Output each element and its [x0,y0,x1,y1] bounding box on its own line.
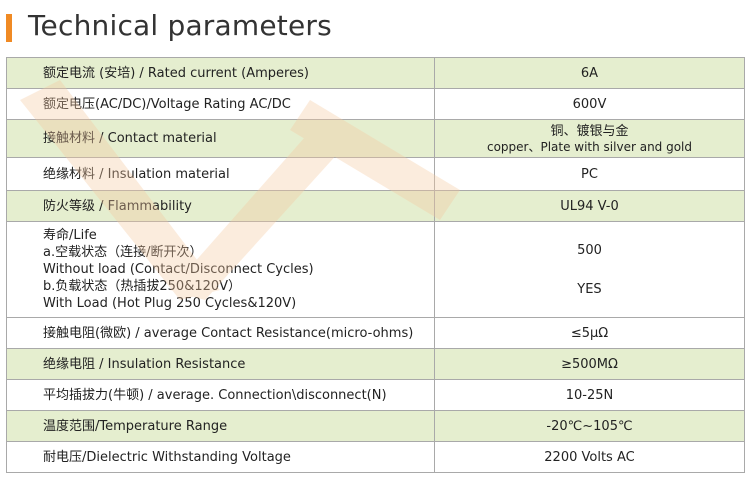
value-line: 铜、镀银与金 [550,124,629,139]
table-row: 额定电流 (安培) / Rated current (Amperes) 6A [6,57,745,89]
parameters-table: 额定电流 (安培) / Rated current (Amperes) 6A 额… [6,57,745,473]
param-name: 防火等级 / Flammability [6,190,435,222]
table-row: 平均插拔力(牛顿) / average. Connection\disconne… [6,379,745,411]
param-name: 寿命/Life a.空载状态（连接/断开次） Without load (Con… [6,221,435,318]
table-row: 绝缘材料 / Insulation material PC [6,157,745,191]
life-line: b.负载状态（热插拔250&120V） [43,279,242,294]
param-name: 绝缘电阻 / Insulation Resistance [6,348,435,380]
value-subline: copper、Plate with silver and gold [486,140,693,154]
param-value: 600V [434,88,745,120]
life-line: 寿命/Life [43,228,97,243]
param-value: ≤5μΩ [434,317,745,349]
table-row: 耐电压/Dielectric Withstanding Voltage 2200… [6,441,745,473]
table-row: 绝缘电阻 / Insulation Resistance ≥500MΩ [6,348,745,380]
param-value: -20℃~105℃ [434,410,745,442]
param-value: PC [434,157,745,191]
param-name: 绝缘材料 / Insulation material [6,157,435,191]
page-title: Technical parameters [28,9,332,42]
table-row: 额定电压(AC/DC)/Voltage Rating AC/DC 600V [6,88,745,120]
table-row: 防火等级 / Flammability UL94 V-0 [6,190,745,222]
param-value: UL94 V-0 [434,190,745,222]
param-value: 6A [434,57,745,89]
param-name: 接触电阻(微欧) / average Contact Resistance(mi… [6,317,435,349]
param-name: 额定电流 (安培) / Rated current (Amperes) [6,57,435,89]
param-name: 额定电压(AC/DC)/Voltage Rating AC/DC [6,88,435,120]
param-value: 500 YES [434,221,745,318]
life-line: With Load (Hot Plug 250 Cycles&120V) [43,296,297,311]
param-value: ≥500MΩ [434,348,745,380]
value-line: 500 [577,242,602,258]
life-line: a.空载状态（连接/断开次） [43,245,203,260]
section-header: Technical parameters [0,0,750,54]
param-value: 2200 Volts AC [434,441,745,473]
table-row: 接触材料 / Contact material 铜、镀银与金 copper、Pl… [6,119,745,158]
param-value: 10-25N [434,379,745,411]
param-name: 耐电压/Dielectric Withstanding Voltage [6,441,435,473]
param-name: 平均插拔力(牛顿) / average. Connection\disconne… [6,379,435,411]
param-value: 铜、镀银与金 copper、Plate with silver and gold [434,119,745,158]
value-line: YES [577,281,602,297]
param-name: 温度范围/Temperature Range [6,410,435,442]
table-row: 接触电阻(微欧) / average Contact Resistance(mi… [6,317,745,349]
life-line: Without load (Contact/Disconnect Cycles) [43,262,314,277]
table-row: 温度范围/Temperature Range -20℃~105℃ [6,410,745,442]
accent-bar [6,14,12,42]
table-row: 寿命/Life a.空载状态（连接/断开次） Without load (Con… [6,221,745,318]
param-name: 接触材料 / Contact material [6,119,435,158]
